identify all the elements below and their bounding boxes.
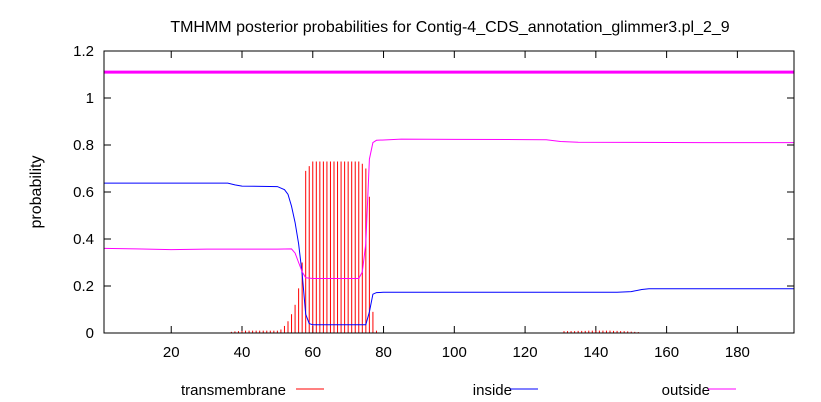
y-axis-label: probability (28, 156, 45, 229)
legend-label-outside: outside (662, 382, 710, 399)
y-tick-label: 0 (86, 325, 94, 342)
x-tick-label: 140 (583, 344, 608, 361)
chart-title: TMHMM posterior probabilities for Contig… (170, 19, 729, 36)
y-tick-label: 0.2 (73, 278, 94, 295)
x-tick-label: 20 (163, 344, 180, 361)
x-tick-labels: 20 40 60 80 100 120 140 160 180 (163, 344, 750, 361)
inside-line (104, 182, 794, 326)
x-tick-label: 180 (725, 344, 750, 361)
y-tick-labels: 0 0.2 0.4 0.6 0.8 1 1.2 (73, 43, 94, 342)
legend-label-inside: inside (473, 382, 512, 399)
y-tick-label: 0.6 (73, 184, 94, 201)
series-lines (103, 70, 794, 326)
x-tick-label: 160 (654, 344, 679, 361)
y-tick-label: 0.4 (73, 231, 94, 248)
legend: transmembrane inside outside (181, 382, 736, 399)
x-tick-label: 100 (442, 344, 467, 361)
axis-ticks (104, 50, 794, 334)
outside-line (103, 138, 794, 279)
y-tick-label: 0.8 (73, 137, 94, 154)
x-tick-label: 80 (375, 344, 392, 361)
y-tick-label: 1 (86, 90, 94, 107)
x-tick-label: 40 (234, 344, 251, 361)
plot-frame (103, 50, 795, 334)
x-tick-label: 120 (513, 344, 538, 361)
transmembrane-impulses (230, 161, 639, 333)
x-tick-label: 60 (304, 344, 321, 361)
y-tick-label: 1.2 (73, 43, 94, 60)
legend-label-transmembrane: transmembrane (181, 382, 286, 399)
